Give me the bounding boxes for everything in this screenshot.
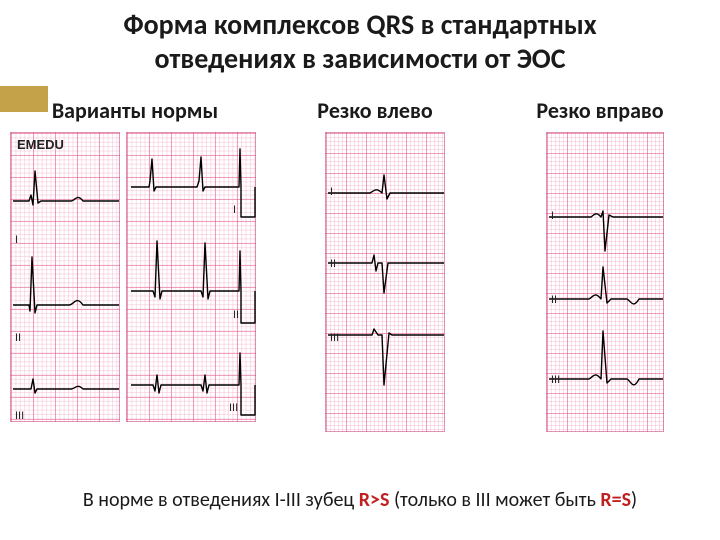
- svg-text:III: III: [551, 374, 560, 386]
- column-right: IIIIII: [500, 132, 710, 432]
- ecg-panel-norm-b: IIIIII: [126, 132, 256, 422]
- footer-rs: R>S: [359, 488, 390, 512]
- svg-text:I: I: [330, 186, 333, 198]
- svg-text:III: III: [330, 332, 339, 344]
- svg-text:I: I: [551, 210, 554, 222]
- title-line2: отведениях в зависимости от ЭОС: [154, 41, 565, 76]
- svg-text:I: I: [233, 204, 236, 216]
- svg-text:II: II: [330, 258, 336, 270]
- footer-mid: (только в III может быть: [389, 488, 600, 512]
- footer-rs2: R=S: [600, 488, 631, 512]
- ecg-row: EMEDU IIIIII IIIIII IIIIII IIIIII: [0, 124, 720, 432]
- footer-pre: В норме в отведениях I-III зубец: [83, 488, 359, 512]
- ecg-panel-left: IIIIII: [325, 132, 445, 432]
- footer-note: В норме в отведениях I-III зубец R>S (то…: [0, 488, 720, 512]
- svg-text:II: II: [233, 309, 239, 321]
- svg-text:III: III: [15, 410, 24, 422]
- svg-text:II: II: [15, 332, 21, 344]
- svg-text:I: I: [15, 234, 18, 246]
- title-line1: Форма комплексов QRS в стандартных: [123, 7, 596, 42]
- column-norm: EMEDU IIIIII IIIIII: [10, 132, 270, 422]
- header-right: Резко вправо: [490, 97, 710, 124]
- ecg-panel-norm-a: EMEDU IIIIII: [10, 132, 120, 422]
- svg-text:III: III: [229, 402, 238, 414]
- column-headers: Варианты нормы Резко влево Резко вправо: [0, 97, 720, 124]
- ecg-panel-right: IIIIII: [546, 132, 664, 432]
- footer-post: ): [631, 488, 637, 512]
- accent-bar: [0, 86, 48, 112]
- slide-title: Форма комплексов QRS в стандартных отвед…: [0, 0, 720, 79]
- header-left: Резко влево: [260, 97, 490, 124]
- svg-text:II: II: [551, 294, 557, 306]
- column-left: IIIIII: [270, 132, 500, 432]
